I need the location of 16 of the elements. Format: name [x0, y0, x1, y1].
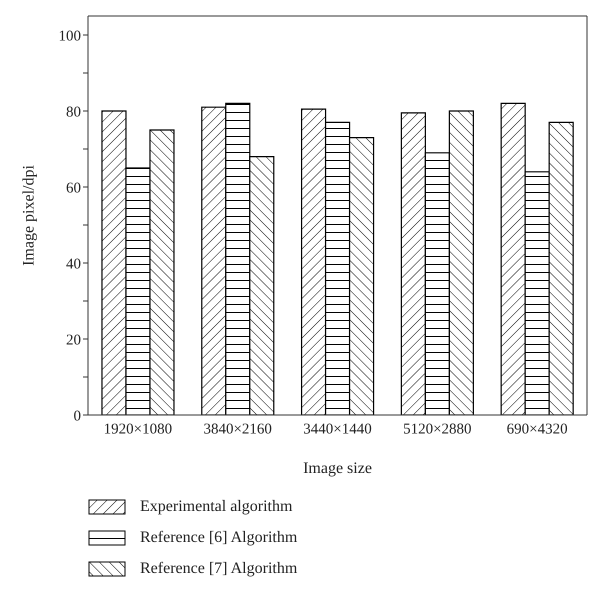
y-tick-label: 80 — [66, 104, 81, 120]
y-tick-label: 40 — [66, 256, 81, 272]
x-tick-label: 3840×2160 — [203, 422, 272, 438]
legend-label: Reference [7] Algorithm — [140, 560, 298, 578]
x-tick-label: 1920×1080 — [104, 422, 172, 438]
y-tick-label: 100 — [58, 28, 81, 44]
x-tick-label: 3440×1440 — [303, 422, 372, 438]
x-tick-label: 690×4320 — [506, 422, 568, 438]
legend-label: Experimental algorithm — [140, 498, 292, 516]
legend-label: Reference [6] Algorithm — [140, 528, 298, 546]
y-tick-label: 0 — [74, 408, 81, 424]
x-axis-title: Image size — [303, 460, 372, 477]
y-tick-label: 60 — [66, 180, 81, 196]
y-axis-title: Image pixel/dpi — [20, 164, 38, 266]
x-tick-label: 5120×2880 — [403, 422, 472, 438]
y-tick-label: 20 — [66, 332, 81, 348]
